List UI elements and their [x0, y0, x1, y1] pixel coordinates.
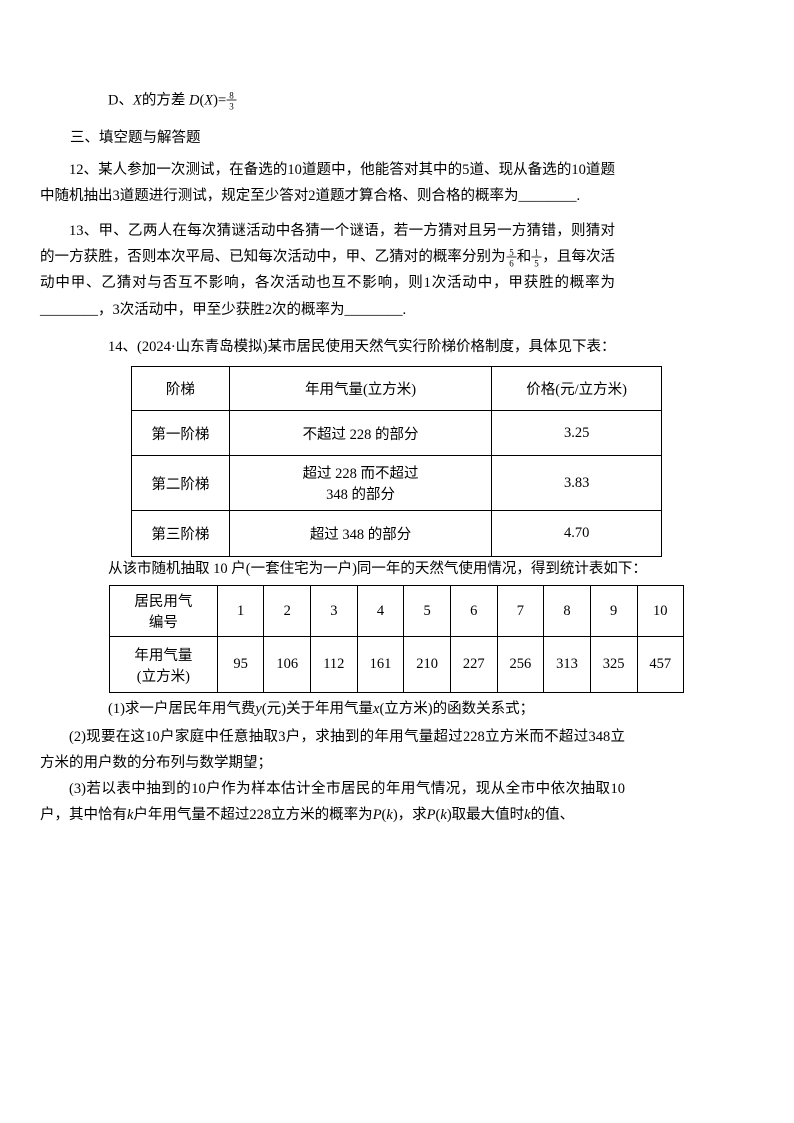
svg-text:1: 1: [535, 247, 540, 257]
svg-text:5: 5: [535, 258, 540, 268]
svg-text:8: 8: [229, 91, 234, 101]
svg-text:6: 6: [509, 258, 514, 268]
svg-text:3: 3: [229, 102, 234, 112]
svg-text:5: 5: [509, 247, 514, 257]
